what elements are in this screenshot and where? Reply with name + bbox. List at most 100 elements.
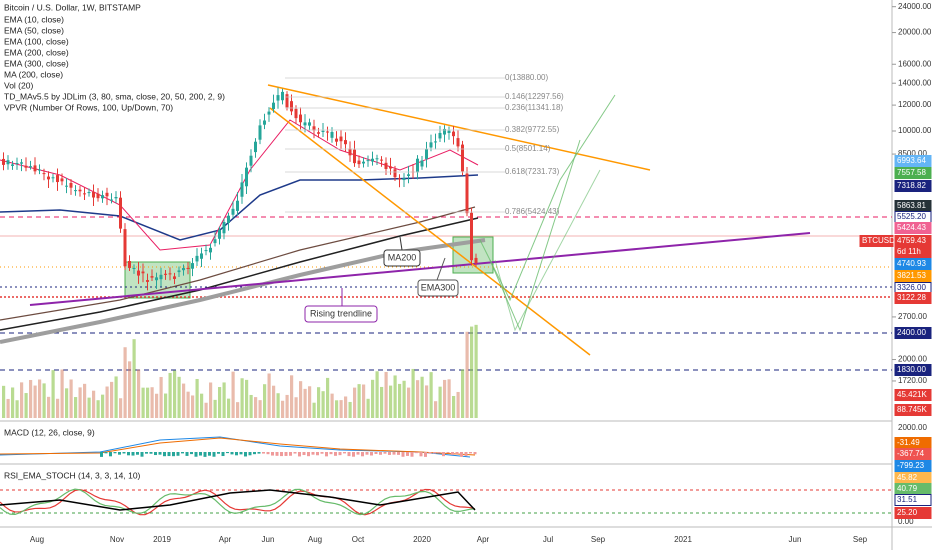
macd-histogram bbox=[442, 452, 445, 457]
price-badge-text: 25.20 bbox=[897, 508, 918, 517]
macd-histogram bbox=[338, 452, 342, 456]
price-tick-label: 10000.00 bbox=[898, 126, 932, 135]
candle-body bbox=[177, 270, 181, 273]
volume-bar bbox=[227, 398, 231, 418]
macd-histogram bbox=[154, 452, 157, 456]
indicator-label: EMA (100, close) bbox=[4, 36, 69, 46]
pane-title: RSI_EMA_STOCH (14, 3, 3, 14, 10) bbox=[4, 470, 141, 480]
candle-body bbox=[209, 247, 212, 253]
macd-histogram bbox=[118, 452, 121, 455]
volume-bar bbox=[470, 326, 474, 418]
volume-bar bbox=[447, 379, 451, 418]
macd-histogram bbox=[424, 452, 427, 457]
macd-histogram bbox=[217, 452, 220, 454]
fib-label: 0.5(8501.14) bbox=[505, 144, 551, 153]
candle-body bbox=[236, 200, 239, 211]
volume-bar bbox=[348, 401, 352, 418]
candle-body bbox=[470, 212, 473, 261]
price-badge-text: 45.421K bbox=[897, 390, 927, 399]
macd-histogram bbox=[271, 452, 274, 456]
candle-body bbox=[186, 267, 190, 269]
macd-histogram bbox=[343, 452, 346, 454]
macd-histogram bbox=[325, 452, 328, 457]
candle-body bbox=[254, 141, 257, 153]
candle-body bbox=[33, 165, 37, 172]
volume-bar bbox=[272, 385, 276, 418]
time-tick-label: 2020 bbox=[413, 535, 431, 544]
volume-bar bbox=[186, 391, 190, 418]
macd-histogram bbox=[307, 452, 310, 457]
volume-bar bbox=[249, 394, 253, 418]
volume-bar bbox=[213, 399, 217, 418]
macd-histogram bbox=[356, 452, 360, 455]
candle-body bbox=[119, 197, 122, 229]
volume-bar bbox=[474, 324, 478, 418]
candle-body bbox=[380, 159, 383, 161]
time-tick-label: Aug bbox=[30, 535, 44, 544]
macd-histogram bbox=[334, 452, 337, 456]
candle-body bbox=[258, 125, 262, 140]
candle-body bbox=[357, 160, 361, 165]
price-badge-text: 5424.43 bbox=[897, 223, 926, 232]
macd-histogram bbox=[208, 452, 211, 456]
candle-body bbox=[29, 166, 32, 168]
volume-bar bbox=[173, 370, 177, 418]
price-badge-text: 3821.53 bbox=[897, 271, 926, 280]
macd-histogram bbox=[401, 452, 405, 457]
candle-body bbox=[393, 169, 397, 178]
macd-histogram bbox=[109, 452, 112, 457]
volume-bar bbox=[393, 375, 397, 418]
candle-body bbox=[6, 160, 10, 165]
volume-bar bbox=[222, 382, 226, 418]
price-badge-text: 31.51 bbox=[897, 495, 918, 504]
price-badge-text: 4740.93 bbox=[897, 259, 926, 268]
price-badge bbox=[894, 292, 932, 304]
macd-histogram bbox=[266, 452, 270, 455]
candle-body bbox=[51, 177, 55, 179]
candle-body bbox=[11, 164, 14, 166]
volume-bar bbox=[159, 376, 163, 418]
macd-histogram bbox=[275, 452, 279, 456]
macd-histogram bbox=[104, 452, 108, 454]
candle-body bbox=[56, 175, 59, 183]
price-badge-text: 7557.58 bbox=[897, 168, 926, 177]
macd-histogram bbox=[158, 452, 162, 455]
volume-bar bbox=[146, 387, 150, 418]
candle-body bbox=[335, 138, 338, 142]
volume-bar bbox=[51, 370, 55, 418]
projection-arrow bbox=[489, 139, 581, 332]
volume-bar bbox=[78, 387, 82, 418]
macd-histogram bbox=[388, 452, 391, 455]
volume-bar bbox=[69, 379, 73, 418]
price-badge bbox=[894, 404, 932, 416]
candle-body bbox=[218, 229, 221, 239]
volume-bar bbox=[398, 383, 402, 418]
macd-histogram bbox=[428, 452, 432, 454]
candle-body bbox=[42, 173, 46, 175]
annotation-box bbox=[417, 279, 459, 297]
candle-body bbox=[267, 111, 271, 115]
indicator-label: VPVR (Number Of Rows, 100, Up/Down, 70) bbox=[4, 102, 173, 112]
price-badge bbox=[894, 327, 932, 339]
price-badge bbox=[894, 507, 932, 519]
candle-body bbox=[195, 255, 199, 262]
macd-histogram bbox=[145, 452, 148, 454]
volume-bar bbox=[407, 387, 411, 418]
volume-bar bbox=[434, 401, 438, 418]
price-tick-label: 12000.00 bbox=[898, 100, 932, 109]
candle-body bbox=[303, 122, 307, 126]
macd-histogram bbox=[172, 452, 175, 457]
annotation-text: EMA300 bbox=[421, 282, 456, 292]
volume-bar bbox=[29, 379, 33, 418]
price-badge-text: 5863.81 bbox=[897, 201, 926, 210]
macd-histogram bbox=[361, 452, 364, 457]
volume-bar bbox=[312, 402, 316, 418]
macd-histogram bbox=[199, 452, 202, 456]
volume-bar bbox=[141, 387, 145, 418]
candle-body bbox=[132, 267, 136, 270]
volume-bar bbox=[195, 378, 199, 418]
volume-bar bbox=[402, 380, 406, 418]
candle-body bbox=[60, 178, 64, 182]
candle-body bbox=[425, 148, 428, 159]
price-badge-text: 4759.43 bbox=[897, 236, 926, 245]
